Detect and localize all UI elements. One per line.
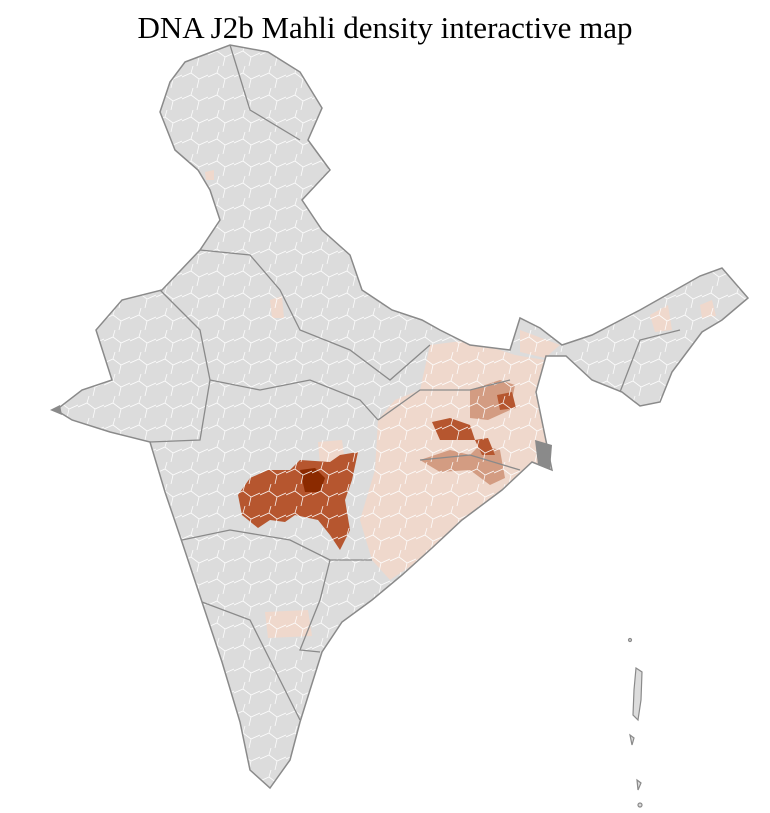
state-borders [149,44,681,721]
gujarat-coast [50,405,62,415]
map-title: DNA J2b Mahli density interactive map [137,10,633,45]
andaman-nicobar-islands[interactable] [627,637,643,808]
sundarbans-coast [535,440,552,470]
